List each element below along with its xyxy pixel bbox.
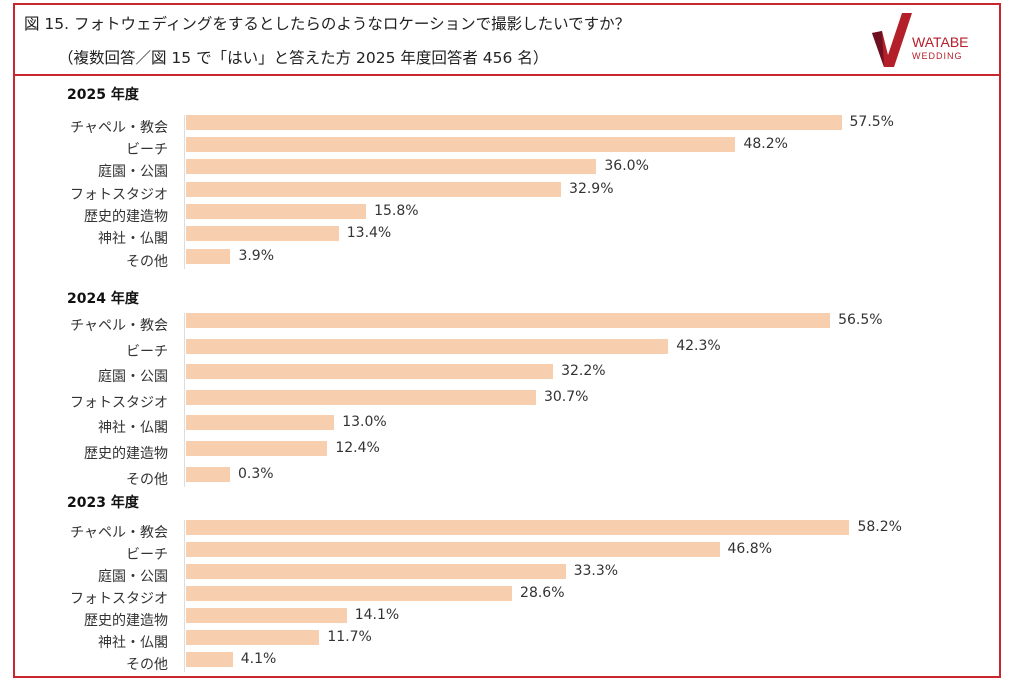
- data-label: 57.5%: [849, 114, 894, 130]
- bar: [186, 249, 231, 264]
- category-label: ビーチ: [126, 547, 168, 563]
- data-label: 46.8%: [727, 541, 772, 557]
- section-title: 2024 年度: [67, 291, 139, 307]
- chart-title: 図 15. フォトウェディングをするとしたらのようなロケーションで撮影したいです…: [24, 15, 631, 33]
- bar: [186, 159, 597, 174]
- data-label: 3.9%: [238, 248, 275, 264]
- data-label: 12.4%: [335, 440, 380, 456]
- category-label: その他: [126, 657, 168, 673]
- category-label: チャペル・教会: [70, 318, 168, 334]
- bar: [186, 115, 842, 130]
- data-label: 32.9%: [569, 181, 614, 197]
- watabe-logo: [872, 13, 912, 67]
- bar: [186, 586, 513, 601]
- data-label: 30.7%: [543, 389, 589, 405]
- category-label: 神社・仏閣: [98, 231, 168, 247]
- category-label: 歴史的建造物: [84, 209, 168, 225]
- category-label: その他: [126, 472, 168, 488]
- category-label: フォトスタジオ: [70, 591, 168, 607]
- category-label: チャペル・教会: [70, 525, 168, 541]
- bar: [186, 364, 554, 379]
- data-label: 28.6%: [520, 585, 565, 601]
- category-label: 神社・仏閣: [98, 420, 168, 436]
- logo-text-watabe: WATABE: [912, 34, 969, 50]
- axis-line: [184, 313, 185, 487]
- data-label: 56.5%: [838, 312, 883, 328]
- data-label: 33.3%: [573, 563, 619, 579]
- bar: [186, 313, 831, 328]
- bar: [186, 137, 736, 152]
- data-label: 48.2%: [743, 136, 788, 152]
- data-label: 0.3%: [238, 466, 274, 482]
- logo-text-wedding: WEDDING: [912, 51, 963, 61]
- section-title: 2023 年度: [67, 495, 139, 511]
- header: [13, 3, 1001, 76]
- bar: [186, 182, 562, 197]
- category-label: 庭園・公園: [98, 369, 168, 385]
- data-label: 4.1%: [240, 651, 277, 667]
- category-label: 歴史的建造物: [84, 446, 168, 462]
- category-label: 庭園・公園: [98, 164, 168, 180]
- category-label: 庭園・公園: [98, 569, 168, 585]
- bar: [186, 204, 367, 219]
- bar: [186, 520, 850, 535]
- data-label: 36.0%: [604, 158, 649, 174]
- bar: [186, 390, 536, 405]
- category-label: 神社・仏閣: [98, 635, 168, 651]
- axis-line: [184, 115, 185, 269]
- data-label: 13.0%: [342, 414, 387, 430]
- data-label: 32.2%: [561, 363, 606, 379]
- bar: [186, 630, 320, 645]
- data-label: 14.1%: [354, 607, 400, 623]
- category-label: ビーチ: [126, 142, 168, 158]
- category-label: 歴史的建造物: [84, 613, 168, 629]
- section-title: 2025 年度: [67, 87, 139, 103]
- category-label: フォトスタジオ: [70, 395, 168, 411]
- category-label: フォトスタジオ: [70, 187, 168, 203]
- bar: [186, 415, 335, 430]
- bar: [186, 652, 233, 667]
- bar: [186, 339, 669, 354]
- bar: [186, 608, 347, 623]
- data-label: 13.4%: [346, 225, 392, 241]
- bar: [186, 226, 339, 241]
- data-label: 58.2%: [857, 519, 902, 535]
- data-label: 42.3%: [676, 338, 721, 354]
- bar: [186, 441, 328, 456]
- bar: [186, 467, 230, 482]
- chart-subtitle: （複数回答／図 15 で「はい」と答えた方 2025 年度回答者 456 名）: [58, 49, 549, 67]
- data-label: 11.7%: [327, 629, 372, 645]
- category-label: その他: [126, 254, 168, 270]
- data-label: 15.8%: [374, 203, 419, 219]
- category-label: チャペル・教会: [70, 120, 168, 136]
- bar: [186, 542, 720, 557]
- axis-line: [184, 520, 185, 672]
- category-label: ビーチ: [126, 344, 168, 360]
- bar: [186, 564, 566, 579]
